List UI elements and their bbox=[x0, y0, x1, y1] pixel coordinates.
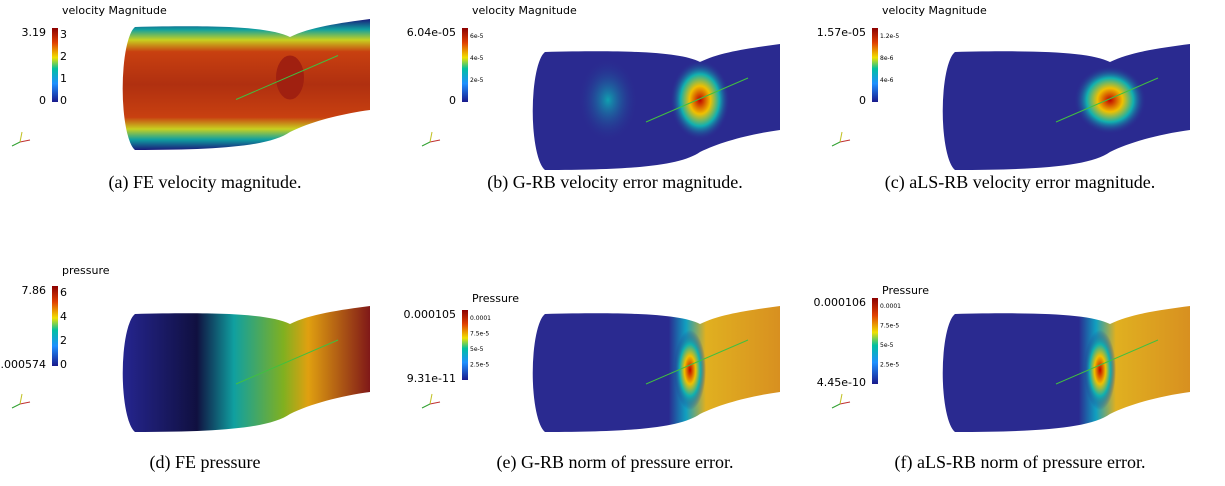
colorbar bbox=[872, 28, 878, 102]
colorbar-tick: 2.5e-5 bbox=[470, 362, 489, 369]
pipe bbox=[532, 44, 780, 170]
caption: (e) G-RB norm of pressure error. bbox=[497, 452, 734, 473]
panel: velocity Magnitude 1.57e-05 0 1.2e-5 8e-6 4e-… bbox=[817, 4, 1190, 170]
axis-icon bbox=[429, 393, 433, 405]
colorbar-title: pressure bbox=[62, 264, 110, 277]
axis-icon bbox=[19, 401, 31, 405]
panel: Pressure 0.000105 9.31e-11 0.0001 7.5e-5 5e-5… bbox=[404, 292, 780, 432]
colorbar bbox=[52, 28, 58, 102]
colorbar-max: 1.57e-05 bbox=[817, 26, 866, 39]
colorbar-max: 0.000106 bbox=[814, 296, 867, 309]
centerline bbox=[235, 55, 339, 100]
colorbar bbox=[872, 298, 878, 384]
blob bbox=[1074, 66, 1146, 134]
colorbar-tick: 2 bbox=[60, 334, 67, 347]
colorbar-tick: 0 bbox=[60, 94, 67, 107]
panel: velocity Magnitude 6.04e-05 0 6e-5 4e-5 2e-5 bbox=[407, 4, 780, 170]
panel: velocity Magnitude 3.19 0 3 2 1 0 bbox=[11, 4, 371, 150]
colorbar-min: 9.31e-11 bbox=[407, 372, 456, 385]
colorbar-max: 3.19 bbox=[22, 26, 47, 39]
colorbar-min: 0 bbox=[859, 94, 866, 107]
colorbar-max: 0.000105 bbox=[404, 308, 457, 321]
colorbar-max: 7.86 bbox=[22, 284, 47, 297]
axis-icon bbox=[19, 131, 23, 143]
blob bbox=[674, 330, 706, 410]
caption: (d) FE pressure bbox=[150, 452, 261, 473]
caption: (a) FE velocity magnitude. bbox=[109, 172, 302, 193]
colorbar-min: 0 bbox=[39, 94, 46, 107]
colorbar-title: velocity Magnitude bbox=[62, 4, 167, 17]
colorbar-tick: 1.2e-5 bbox=[880, 33, 899, 40]
axis-icon bbox=[839, 401, 851, 405]
panel: pressure 7.86 -0.000574 6 4 2 0 bbox=[0, 264, 370, 432]
axis-icon bbox=[831, 141, 841, 147]
axis-icon bbox=[11, 141, 21, 147]
caption: (b) G-RB velocity error magnitude. bbox=[487, 172, 742, 193]
axis-icon bbox=[19, 393, 23, 405]
colorbar-title: Pressure bbox=[472, 292, 519, 305]
colorbar-min: 0 bbox=[449, 94, 456, 107]
colorbar-tick: 5e-5 bbox=[880, 342, 894, 349]
axis-icon bbox=[19, 139, 31, 143]
colorbar-tick: 6e-5 bbox=[470, 33, 484, 40]
colorbar-tick: 7.5e-5 bbox=[470, 331, 489, 338]
blob bbox=[1084, 330, 1116, 410]
pipe bbox=[532, 306, 780, 432]
caption: (f) aLS-RB norm of pressure error. bbox=[895, 452, 1146, 473]
pipe bbox=[122, 19, 371, 150]
colorbar-min: 4.45e-10 bbox=[817, 376, 866, 389]
blob bbox=[670, 60, 730, 140]
bulge bbox=[276, 55, 304, 100]
pipe bbox=[942, 306, 1190, 432]
colorbar-tick: 8e-6 bbox=[880, 55, 894, 62]
colorbar-max: 6.04e-05 bbox=[407, 26, 456, 39]
pipe bbox=[942, 44, 1190, 170]
centerline bbox=[645, 339, 749, 385]
colorbar-tick: 4e-5 bbox=[470, 55, 484, 62]
colorbar-title: Pressure bbox=[882, 284, 929, 297]
colorbar-tick: 6 bbox=[60, 286, 67, 299]
centerline bbox=[645, 77, 749, 123]
axis-icon bbox=[839, 139, 851, 143]
colorbar-tick: 7.5e-5 bbox=[880, 323, 899, 330]
axis-icon bbox=[429, 139, 441, 143]
colorbar-tick: 2.5e-5 bbox=[880, 362, 899, 369]
axis-icon bbox=[839, 131, 843, 143]
axis-icon bbox=[11, 403, 21, 409]
colorbar-min: -0.000574 bbox=[0, 358, 46, 371]
colorbar-tick: 3 bbox=[60, 28, 67, 41]
colorbar-title: velocity Magnitude bbox=[882, 4, 987, 17]
colorbar-title: velocity Magnitude bbox=[472, 4, 577, 17]
pipe bbox=[122, 306, 370, 432]
axis-icon bbox=[429, 401, 441, 405]
axis-icon bbox=[421, 403, 431, 409]
colorbar-tick: 2e-5 bbox=[470, 77, 484, 84]
colorbar-tick: 0.0001 bbox=[880, 303, 901, 310]
axis-icon bbox=[429, 131, 433, 143]
colorbar bbox=[52, 286, 58, 366]
colorbar-tick: 4e-6 bbox=[880, 77, 894, 84]
panel: Pressure 0.000106 4.45e-10 0.0001 7.5e-5 5e-5… bbox=[814, 284, 1190, 432]
colorbar-tick: 2 bbox=[60, 50, 67, 63]
axis-icon bbox=[831, 403, 841, 409]
panels: velocity Magnitude 3.19 0 3 2 1 0 (a) FE veloci… bbox=[0, 4, 1190, 473]
centerline bbox=[1055, 339, 1159, 385]
colorbar-tick: 4 bbox=[60, 310, 67, 323]
axis-icon bbox=[839, 393, 843, 405]
colorbar bbox=[462, 310, 468, 380]
colorbar-tick: 1 bbox=[60, 72, 67, 85]
centerline bbox=[1055, 77, 1159, 123]
colorbar-tick: 5e-5 bbox=[470, 346, 484, 353]
caption: (c) aLS-RB velocity error magnitude. bbox=[885, 172, 1155, 193]
colorbar-tick: 0 bbox=[60, 358, 67, 371]
colorbar bbox=[462, 28, 468, 102]
centerline bbox=[235, 339, 339, 385]
blob bbox=[578, 58, 638, 142]
axis-icon bbox=[421, 141, 431, 147]
colorbar-tick: 0.0001 bbox=[470, 315, 491, 322]
